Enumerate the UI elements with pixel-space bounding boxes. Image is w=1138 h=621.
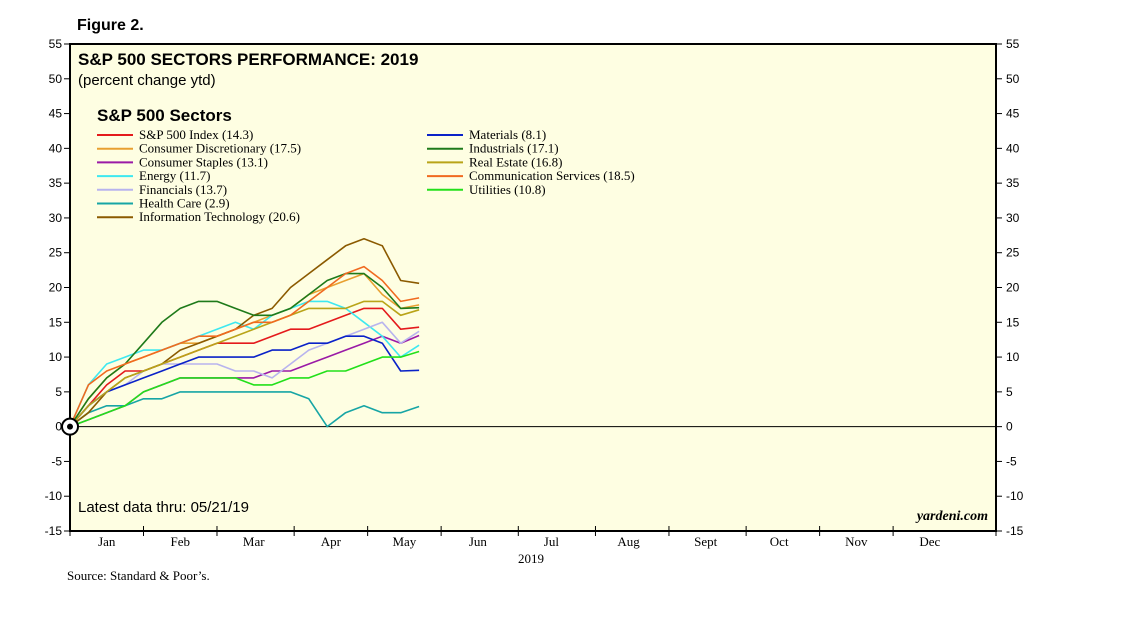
series-line xyxy=(69,391,420,428)
legend-label: Communication Services (18.5) xyxy=(469,168,635,183)
x-month-label: Oct xyxy=(770,534,789,549)
x-month-label: Apr xyxy=(321,534,342,549)
x-axis-label: 2019 xyxy=(518,551,544,566)
legend-label: Utilities (10.8) xyxy=(469,182,546,197)
y-tick-label-right: 20 xyxy=(1006,281,1020,295)
legend: S&P 500 Index (14.3)Consumer Discretiona… xyxy=(97,127,635,224)
y-tick-label-right: -15 xyxy=(1006,524,1024,538)
y-tick-label-right: 25 xyxy=(1006,246,1020,260)
legend-label: Health Care (2.9) xyxy=(139,196,230,211)
y-tick-label-left: 40 xyxy=(49,141,63,155)
legend-label: Financials (13.7) xyxy=(139,182,227,197)
y-tick-label-right: 50 xyxy=(1006,72,1020,86)
y-tick-label-left: 10 xyxy=(49,350,63,364)
x-month-label: Jan xyxy=(98,534,116,549)
y-tick-label-left: 15 xyxy=(49,315,63,329)
x-month-label: Aug xyxy=(617,534,640,549)
x-month-label: Nov xyxy=(845,534,868,549)
series-line xyxy=(69,265,420,427)
y-tick-label-right: 40 xyxy=(1006,141,1020,155)
y-tick-label-right: 30 xyxy=(1006,211,1020,225)
latest-data-note: Latest data thru: 05/21/19 xyxy=(78,499,249,516)
legend-label: Industrials (17.1) xyxy=(469,141,559,156)
y-tick-label-left: 0 xyxy=(55,420,62,434)
chart-subtitle: (percent change ytd) xyxy=(78,72,216,89)
x-month-label: Feb xyxy=(170,534,190,549)
figure-label: Figure 2. xyxy=(77,17,144,34)
x-month-label: Jun xyxy=(469,534,488,549)
source-note: Source: Standard & Poor’s. xyxy=(67,568,210,583)
y-tick-label-left: 5 xyxy=(55,385,62,399)
series-layer xyxy=(61,238,420,436)
y-tick-label-left: 25 xyxy=(49,246,63,260)
y-tick-label-left: -10 xyxy=(45,489,63,503)
y-tick-label-right: 55 xyxy=(1006,37,1020,51)
y-tick-label-right: 10 xyxy=(1006,350,1020,364)
legend-title: S&P 500 Sectors xyxy=(97,106,232,125)
legend-label: S&P 500 Index (14.3) xyxy=(139,127,253,142)
y-tick-label-right: -10 xyxy=(1006,489,1024,503)
legend-label: Consumer Discretionary (17.5) xyxy=(139,141,301,156)
y-tick-label-right: 35 xyxy=(1006,176,1020,190)
y-tick-label-right: 0 xyxy=(1006,420,1013,434)
origin-marker-dot xyxy=(67,423,73,430)
x-month-label: Mar xyxy=(243,534,265,549)
series-line xyxy=(69,272,420,428)
chart-title: S&P 500 SECTORS PERFORMANCE: 2019 xyxy=(78,50,418,69)
y-tick-label-left: 45 xyxy=(49,107,63,121)
x-month-label: Jul xyxy=(544,534,560,549)
legend-label: Information Technology (20.6) xyxy=(139,209,300,224)
plot-area xyxy=(69,43,997,532)
y-tick-label-left: 30 xyxy=(49,211,63,225)
legend-label: Real Estate (16.8) xyxy=(469,154,563,169)
y-tick-label-left: 20 xyxy=(49,281,63,295)
y-tick-label-left: 35 xyxy=(49,176,63,190)
y-tick-label-right: 5 xyxy=(1006,385,1013,399)
series-line xyxy=(69,350,420,428)
y-tick-label-left: -15 xyxy=(45,524,63,538)
y-tick-label-right: 45 xyxy=(1006,107,1020,121)
yardeni-watermark: yardeni.com xyxy=(915,509,988,524)
series-line xyxy=(69,335,420,428)
y-tick-label-left: -5 xyxy=(51,454,62,468)
y-tick-label-right: 15 xyxy=(1006,315,1020,329)
legend-label: Materials (8.1) xyxy=(469,127,546,142)
y-tick-label-left: 50 xyxy=(49,72,63,86)
series-line xyxy=(69,321,420,428)
legend-label: Energy (11.7) xyxy=(139,168,210,183)
x-month-label: Sept xyxy=(694,534,718,549)
y-tick-label-left: 55 xyxy=(49,37,63,51)
x-month-label: May xyxy=(392,534,416,549)
series-line xyxy=(69,300,420,428)
y-tick-label-right: -5 xyxy=(1006,454,1017,468)
series-line xyxy=(69,307,420,428)
x-month-label: Dec xyxy=(919,534,940,549)
legend-label: Consumer Staples (13.1) xyxy=(139,154,268,169)
